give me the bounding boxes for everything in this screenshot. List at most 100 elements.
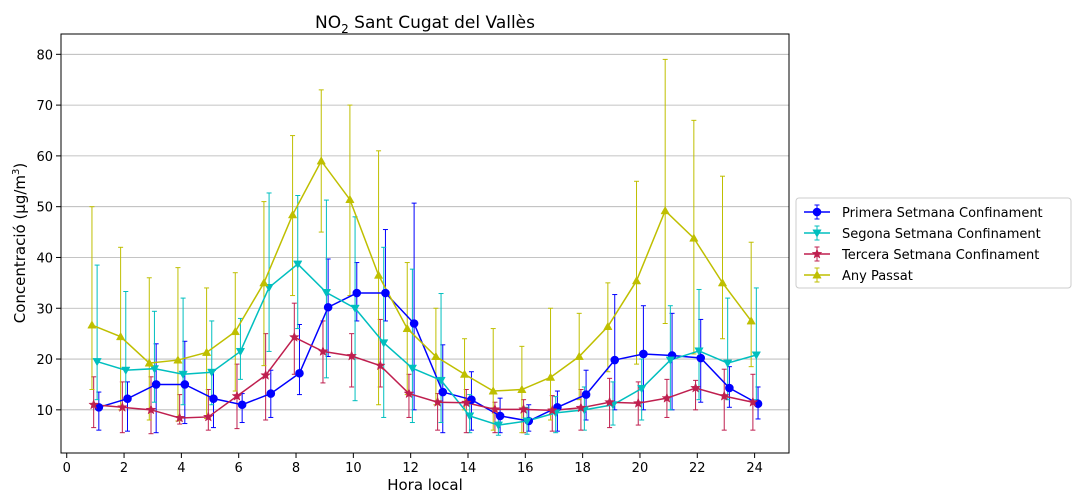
data-point — [230, 326, 240, 336]
data-point — [346, 350, 358, 361]
data-point — [237, 400, 247, 410]
data-point — [432, 396, 444, 407]
data-point — [323, 302, 333, 312]
data-point — [632, 397, 644, 408]
data-point — [488, 386, 498, 395]
data-point — [631, 276, 642, 285]
data-point — [694, 347, 704, 356]
data-point — [696, 353, 706, 363]
series-line — [93, 336, 754, 419]
legend-label: Primera Setmana Confinament — [842, 206, 1043, 221]
data-point — [207, 368, 217, 377]
data-point — [438, 387, 448, 397]
data-point — [374, 359, 386, 371]
data-point — [174, 412, 186, 423]
data-point — [660, 206, 670, 215]
x-tick-label: 18 — [574, 461, 591, 476]
data-point — [723, 359, 733, 368]
data-point — [409, 319, 419, 328]
x-tick-label: 20 — [632, 461, 649, 476]
x-axis-ticks: 0 2 4 6 8 10 12 14 16 18 20 22 24 — [63, 453, 763, 476]
data-point — [459, 369, 470, 378]
data-point — [661, 392, 673, 403]
data-point — [431, 351, 441, 360]
data-point — [581, 390, 591, 399]
legend-box — [795, 197, 1072, 289]
data-point — [288, 331, 300, 342]
data-point — [293, 260, 303, 269]
data-point — [352, 288, 362, 298]
data-point — [316, 156, 326, 165]
y-tick-label: 20 — [36, 353, 53, 368]
x-axis-label: Hora local — [387, 476, 463, 494]
data-point — [202, 411, 214, 422]
y-axis-ticks: 10 20 30 40 50 60 70 80 — [36, 48, 61, 419]
data-point — [639, 349, 648, 359]
x-tick-label: 14 — [460, 461, 477, 476]
series-line — [98, 292, 759, 422]
data-point — [465, 412, 475, 421]
data-point — [637, 385, 647, 394]
data-point — [545, 372, 556, 381]
y-tick-label: 10 — [36, 404, 53, 419]
x-tick-label: 22 — [689, 461, 706, 476]
data-point — [518, 403, 530, 414]
data-point — [460, 397, 472, 408]
x-tick-label: 24 — [746, 461, 763, 476]
plot-area-frame — [60, 33, 790, 454]
data-point — [495, 411, 505, 421]
data-point — [381, 288, 390, 298]
data-point — [88, 399, 100, 410]
data-point — [718, 390, 730, 401]
data-point — [151, 380, 161, 389]
data-point — [403, 387, 415, 399]
data-point — [665, 356, 675, 365]
data-point — [87, 320, 97, 329]
data-point — [178, 370, 188, 379]
data-point — [173, 355, 183, 364]
data-point — [402, 323, 412, 333]
series-line — [96, 263, 757, 426]
data-point — [379, 339, 389, 348]
data-point — [287, 210, 298, 219]
y-axis-label: Concentració (μg/m3) — [11, 163, 29, 324]
data-point — [350, 304, 360, 313]
data-point — [517, 384, 527, 393]
data-point — [373, 270, 384, 279]
data-point — [235, 347, 246, 357]
legend-label: Tercera Setmana Confinament — [841, 248, 1039, 263]
x-tick-label: 10 — [345, 461, 362, 476]
data-point — [546, 404, 558, 415]
legend-marker — [812, 207, 822, 217]
legend: Primera Setmana Confinament Segona Setman… — [795, 197, 1072, 289]
x-tick-label: 16 — [517, 461, 534, 476]
legend-label: Segona Setmana Confinament — [842, 227, 1041, 242]
data-point — [345, 194, 355, 204]
data-point — [145, 404, 157, 415]
data-point — [260, 369, 272, 380]
data-point — [231, 390, 243, 401]
x-tick-label: 2 — [120, 461, 128, 476]
legend-label: Any Passat — [842, 269, 913, 284]
data-point — [493, 421, 503, 430]
data-point — [603, 321, 613, 330]
data-point — [259, 278, 269, 287]
data-point — [725, 383, 734, 393]
x-tick-label: 0 — [63, 461, 71, 476]
data-point — [574, 351, 584, 360]
data-point — [747, 396, 759, 407]
data-point — [690, 382, 701, 393]
data-point — [144, 358, 154, 367]
data-point — [746, 316, 756, 325]
data-point — [610, 355, 620, 365]
data-point — [92, 358, 102, 367]
data-point — [317, 345, 329, 357]
data-point — [751, 351, 761, 360]
data-point — [115, 331, 126, 341]
x-tick-label: 4 — [177, 461, 185, 476]
chart-title: NO2 Sant Cugat del Vallès — [315, 13, 535, 36]
data-point — [717, 278, 728, 287]
series-markers — [87, 156, 763, 430]
